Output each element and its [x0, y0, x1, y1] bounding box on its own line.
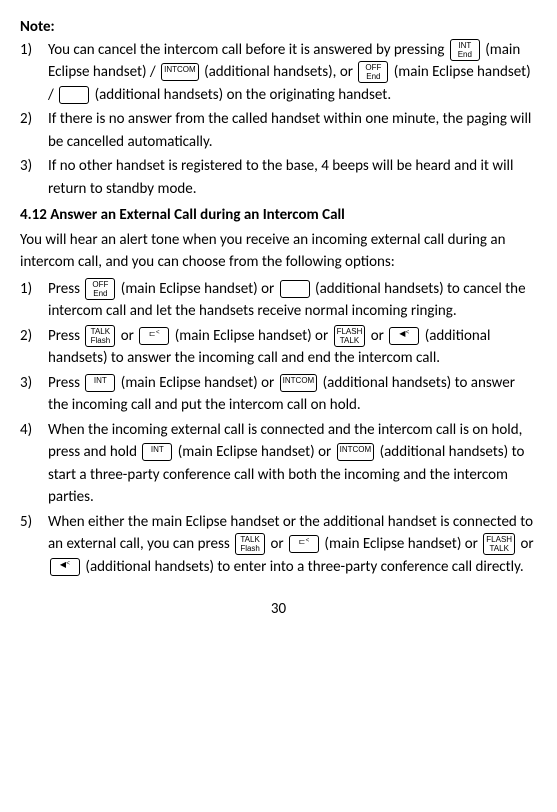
- speaker2-key-icon: ◀ᑉ: [389, 327, 419, 345]
- list-item: 1)You can cancel the intercom call befor…: [20, 39, 537, 107]
- list-item-body: When either the main Eclipse handset or …: [48, 511, 537, 579]
- list-item-number: 2): [20, 108, 48, 153]
- list-item: 4)When the incoming external call is con…: [20, 419, 537, 509]
- talk_flash-key-icon: TALKFlash: [85, 325, 115, 347]
- list-item-number: 3): [20, 372, 48, 417]
- list-item: 3)Press INT (main Eclipse handset) or IN…: [20, 372, 537, 417]
- list-item-number: 1): [20, 278, 48, 323]
- speaker-key-icon: ⊏ᑉ: [289, 535, 319, 553]
- list-item: 2)If there is no answer from the called …: [20, 108, 537, 153]
- speaker-key-icon: ⊏ᑉ: [139, 327, 169, 345]
- int-key-icon: INT: [85, 374, 115, 392]
- note-heading: Note:: [20, 16, 537, 39]
- list-item-body: Press OFFEnd (main Eclipse handset) or (…: [48, 278, 537, 323]
- list-item-number: 5): [20, 511, 48, 579]
- intcom-key-icon: INTCOM: [280, 374, 318, 392]
- off_end-key-icon: OFFEnd: [358, 61, 388, 83]
- list-item: 1)Press OFFEnd (main Eclipse handset) or…: [20, 278, 537, 323]
- list-item: 3)If no other handset is registered to t…: [20, 155, 537, 200]
- section-heading: 4.12 Answer an External Call during an I…: [20, 204, 537, 227]
- list-item-body: If no other handset is registered to the…: [48, 155, 537, 200]
- flash_talk-key-icon: FLASHTALK: [483, 533, 515, 555]
- intcom-key-icon: INTCOM: [337, 443, 375, 461]
- intcom-key-icon: INTCOM: [161, 63, 199, 81]
- list-item-body: Press TALKFlash or ⊏ᑉ (main Eclipse hand…: [48, 325, 537, 370]
- flash_talk-key-icon: FLASHTALK: [334, 325, 366, 347]
- section-intro: You will hear an alert tone when you rec…: [20, 229, 537, 274]
- list-item-body: When the incoming external call is conne…: [48, 419, 537, 509]
- int-key-icon: INT: [142, 443, 172, 461]
- list-item: 2)Press TALKFlash or ⊏ᑉ (main Eclipse ha…: [20, 325, 537, 370]
- section-list: 1)Press OFFEnd (main Eclipse handset) or…: [20, 278, 537, 579]
- note-list: 1)You can cancel the intercom call befor…: [20, 39, 537, 201]
- blank-key-icon: [280, 280, 310, 298]
- list-item-number: 2): [20, 325, 48, 370]
- speaker2-key-icon: ◀ᑉ: [50, 558, 80, 576]
- blank-key-icon: [59, 86, 89, 104]
- list-item-number: 1): [20, 39, 48, 107]
- list-item-body: If there is no answer from the called ha…: [48, 108, 537, 153]
- list-item-number: 4): [20, 419, 48, 509]
- list-item-body: You can cancel the intercom call before …: [48, 39, 537, 107]
- talk_flash-key-icon: TALKFlash: [235, 533, 265, 555]
- off_end-key-icon: OFFEnd: [85, 278, 115, 300]
- list-item: 5)When either the main Eclipse handset o…: [20, 511, 537, 579]
- list-item-number: 3): [20, 155, 48, 200]
- int_end-key-icon: INTEnd: [450, 39, 480, 61]
- list-item-body: Press INT (main Eclipse handset) or INTC…: [48, 372, 537, 417]
- page-number: 30: [20, 598, 537, 621]
